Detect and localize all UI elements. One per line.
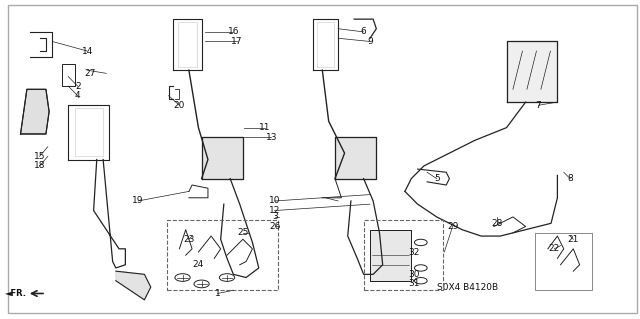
Polygon shape <box>20 89 49 134</box>
Text: 24: 24 <box>193 260 204 269</box>
Text: 5: 5 <box>434 174 440 183</box>
Text: 2: 2 <box>75 82 81 91</box>
Polygon shape <box>507 41 557 102</box>
Text: 23: 23 <box>183 235 195 244</box>
Text: 21: 21 <box>568 235 579 244</box>
Text: 6: 6 <box>361 27 367 36</box>
Text: 31: 31 <box>409 279 420 288</box>
Text: 3: 3 <box>272 212 278 221</box>
Text: 13: 13 <box>266 133 277 142</box>
Text: 32: 32 <box>409 248 420 256</box>
Text: 9: 9 <box>367 37 373 46</box>
Bar <box>166 220 278 290</box>
Text: 19: 19 <box>132 197 144 205</box>
Text: 7: 7 <box>536 101 541 110</box>
Text: 15: 15 <box>34 152 45 161</box>
Text: ◄FR.: ◄FR. <box>5 289 27 298</box>
Text: 22: 22 <box>548 244 560 253</box>
Text: 1: 1 <box>214 289 220 298</box>
Text: 30: 30 <box>409 270 420 279</box>
Polygon shape <box>370 230 412 281</box>
Polygon shape <box>202 137 243 179</box>
Text: 4: 4 <box>75 91 81 100</box>
Text: 12: 12 <box>269 206 280 215</box>
Text: 17: 17 <box>231 37 243 46</box>
Text: S0X4 B4120B: S0X4 B4120B <box>436 283 498 292</box>
Text: 16: 16 <box>228 27 239 36</box>
Text: 10: 10 <box>269 197 280 205</box>
Text: 14: 14 <box>81 47 93 56</box>
Text: 25: 25 <box>237 228 248 237</box>
Text: 28: 28 <box>492 219 503 228</box>
Text: 26: 26 <box>269 222 280 231</box>
Text: 27: 27 <box>84 69 96 78</box>
Text: 29: 29 <box>447 222 458 231</box>
Text: 11: 11 <box>259 123 271 132</box>
Text: 18: 18 <box>34 161 45 170</box>
Polygon shape <box>335 137 376 179</box>
Polygon shape <box>116 271 151 300</box>
Text: 20: 20 <box>173 101 185 110</box>
Text: 8: 8 <box>567 174 573 183</box>
Bar <box>535 233 593 290</box>
Bar <box>364 220 443 290</box>
